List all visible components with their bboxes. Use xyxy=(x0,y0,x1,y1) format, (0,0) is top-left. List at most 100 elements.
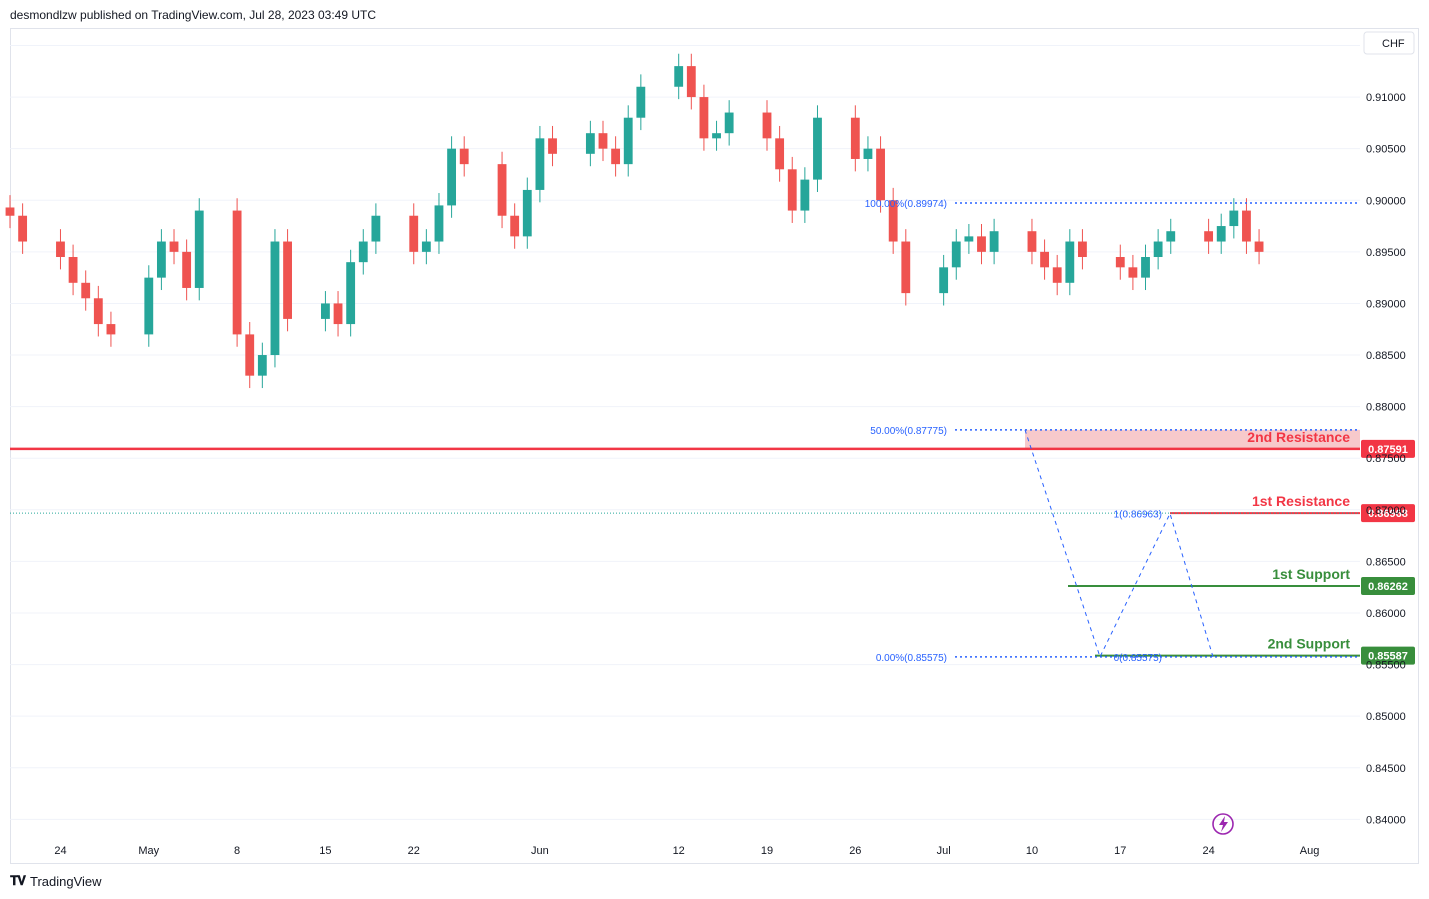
chart-frame[interactable] xyxy=(10,28,1419,864)
candle-body xyxy=(409,215,419,252)
candle-body xyxy=(358,241,368,263)
y-tick-label: 0.84500 xyxy=(1366,763,1406,775)
x-tick-label: 24 xyxy=(54,845,66,857)
candle-body xyxy=(888,200,898,242)
candle-body xyxy=(5,207,15,216)
candle-body xyxy=(712,133,721,139)
x-tick-label: Jun xyxy=(531,845,549,857)
candle-body xyxy=(81,282,91,299)
candle-body xyxy=(724,112,734,134)
candle-body xyxy=(346,262,356,325)
fib-extension-label: 1(0.86963) xyxy=(1114,510,1162,521)
candle-body xyxy=(699,97,709,139)
candle-body xyxy=(686,66,696,98)
y-tick-label: 0.88000 xyxy=(1366,402,1406,414)
y-tick-label: 0.84000 xyxy=(1366,814,1406,826)
y-tick-label: 0.87000 xyxy=(1366,505,1406,517)
y-tick-label: 0.85000 xyxy=(1366,711,1406,723)
y-tick-label: 0.90000 xyxy=(1366,195,1406,207)
candle-body xyxy=(182,251,192,288)
projection-path xyxy=(1024,429,1214,659)
candle-body xyxy=(270,241,280,356)
candle-body xyxy=(1166,231,1176,242)
candle-body xyxy=(1040,251,1049,268)
candle-body xyxy=(522,189,532,237)
price-tag-label: 0.85587 xyxy=(1368,651,1408,663)
candle-body xyxy=(144,277,154,335)
candle-body xyxy=(787,169,797,211)
price-tag-label: 0.86262 xyxy=(1368,581,1408,593)
candle-body xyxy=(863,148,873,159)
x-tick-label: Aug xyxy=(1300,845,1320,857)
candle-body xyxy=(535,138,545,190)
candle-body xyxy=(548,138,557,154)
candle-body xyxy=(56,241,65,258)
price-tag xyxy=(1361,576,1415,595)
price-tag-label: 0.86968 xyxy=(1368,508,1408,520)
x-tick-label: 19 xyxy=(761,845,773,857)
y-tick-label: 0.86500 xyxy=(1366,556,1406,568)
footer-brand: TradingView xyxy=(30,873,102,889)
candle-body xyxy=(169,241,179,252)
level-name: 2nd Support xyxy=(1268,636,1351,652)
y-tick-label: 0.89500 xyxy=(1366,247,1406,259)
level-name: 1st Support xyxy=(1272,566,1350,582)
candle-body xyxy=(18,215,28,242)
candle-body xyxy=(194,210,204,288)
candle-body xyxy=(283,241,292,319)
currency-label: CHF xyxy=(1382,38,1405,50)
tradingview-logo-icon: 𝐓𝐕 xyxy=(10,873,26,888)
candle-body xyxy=(1153,241,1163,258)
candle-body xyxy=(674,66,684,87)
currency-selector[interactable]: CHF xyxy=(1363,31,1415,55)
candle-body xyxy=(232,210,242,335)
candle-body xyxy=(636,86,646,118)
x-tick-label: 8 xyxy=(234,845,240,857)
candle-body xyxy=(1242,210,1251,242)
candle-body xyxy=(1115,257,1125,268)
candle-body xyxy=(1204,231,1214,242)
y-tick-label: 0.90500 xyxy=(1366,144,1406,156)
candle-body xyxy=(1065,241,1075,283)
resistance-zone xyxy=(1025,429,1360,449)
level-name: 1st Resistance xyxy=(1252,493,1350,509)
fib-extension-label: 0(0.85575) xyxy=(1114,653,1162,664)
candle-body xyxy=(245,334,255,376)
candle-body xyxy=(623,117,633,165)
candle-body xyxy=(850,117,860,159)
candle-body xyxy=(1229,210,1239,227)
candle-body xyxy=(876,148,885,201)
price-tag-label: 0.87591 xyxy=(1368,444,1408,456)
lightning-icon[interactable] xyxy=(1212,813,1234,835)
candle-body xyxy=(1254,241,1264,252)
y-tick-label: 0.89000 xyxy=(1366,298,1406,310)
candle-body xyxy=(371,215,381,242)
candle-body xyxy=(813,117,822,180)
x-tick-label: 10 xyxy=(1026,845,1038,857)
candle-body xyxy=(977,236,986,252)
x-tick-label: 22 xyxy=(408,845,420,857)
candle-body xyxy=(510,215,520,237)
price-tag xyxy=(1361,439,1415,458)
candle-body xyxy=(421,241,431,252)
candle-body xyxy=(106,324,116,335)
candle-body xyxy=(68,257,78,283)
candle-body xyxy=(459,148,469,165)
x-tick-label: 24 xyxy=(1202,845,1214,857)
candle-body xyxy=(1027,231,1037,252)
candle-body xyxy=(497,164,507,216)
fib-level-label: 100.00%(0.89974) xyxy=(865,199,947,210)
y-tick-label: 0.85500 xyxy=(1366,660,1406,672)
fib-level-label: 0.00%(0.85575) xyxy=(876,653,947,664)
candle-body xyxy=(1216,226,1226,242)
footer: 𝐓𝐕 TradingView xyxy=(10,873,102,889)
candle-body xyxy=(434,205,444,242)
x-tick-label: Jul xyxy=(937,845,951,857)
candle-body xyxy=(156,241,166,278)
candle-body xyxy=(762,112,772,139)
x-tick-label: 17 xyxy=(1114,845,1126,857)
candle-body xyxy=(1078,241,1087,258)
x-tick-label: 26 xyxy=(849,845,861,857)
x-tick-label: 15 xyxy=(319,845,331,857)
